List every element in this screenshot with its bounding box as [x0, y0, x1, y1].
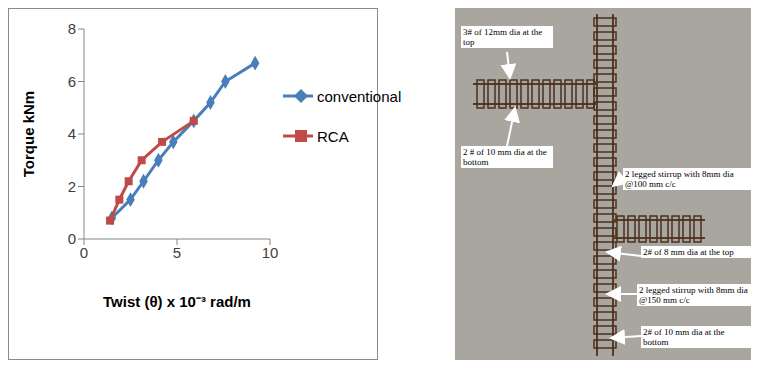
svg-text:Twist (θ) x 10⁻³ rad/m: Twist (θ) x 10⁻³ rad/m: [103, 293, 251, 310]
svg-text:8: 8: [68, 20, 76, 37]
html-text:2# of 10 mm dia at the bottom: 2# of 10 mm dia at the bottom: [643, 327, 725, 347]
svg-text:6: 6: [68, 73, 76, 90]
html-text:2# of 8 mm dia at the top: 2# of 8 mm dia at the top: [643, 247, 734, 257]
html-text:2 legged stirrup with 8mm dia: 2 legged stirrup with 8mm dia @100 mm c/…: [625, 169, 734, 189]
html-text:2 legged stirrup with 8mm dia: 2 legged stirrup with 8mm dia @150 mm c/…: [639, 285, 748, 305]
svg-text:4: 4: [68, 125, 76, 142]
svg-text:2: 2: [68, 178, 76, 195]
html-text:conventional: conventional: [317, 87, 402, 105]
html-text:3# of 12mm dia at the top: 3# of 12mm dia at the top: [463, 27, 543, 47]
html-text:RCA: RCA: [317, 127, 349, 145]
svg-text:Torque kNm: Torque kNm: [20, 91, 37, 177]
html-text:2 # of 10 mm dia at the bottom: 2 # of 10 mm dia at the bottom: [463, 147, 547, 167]
svg-text:5: 5: [173, 244, 181, 261]
svg-text:0: 0: [68, 230, 76, 247]
svg-text:0: 0: [80, 244, 88, 261]
svg-text:10: 10: [262, 244, 279, 261]
